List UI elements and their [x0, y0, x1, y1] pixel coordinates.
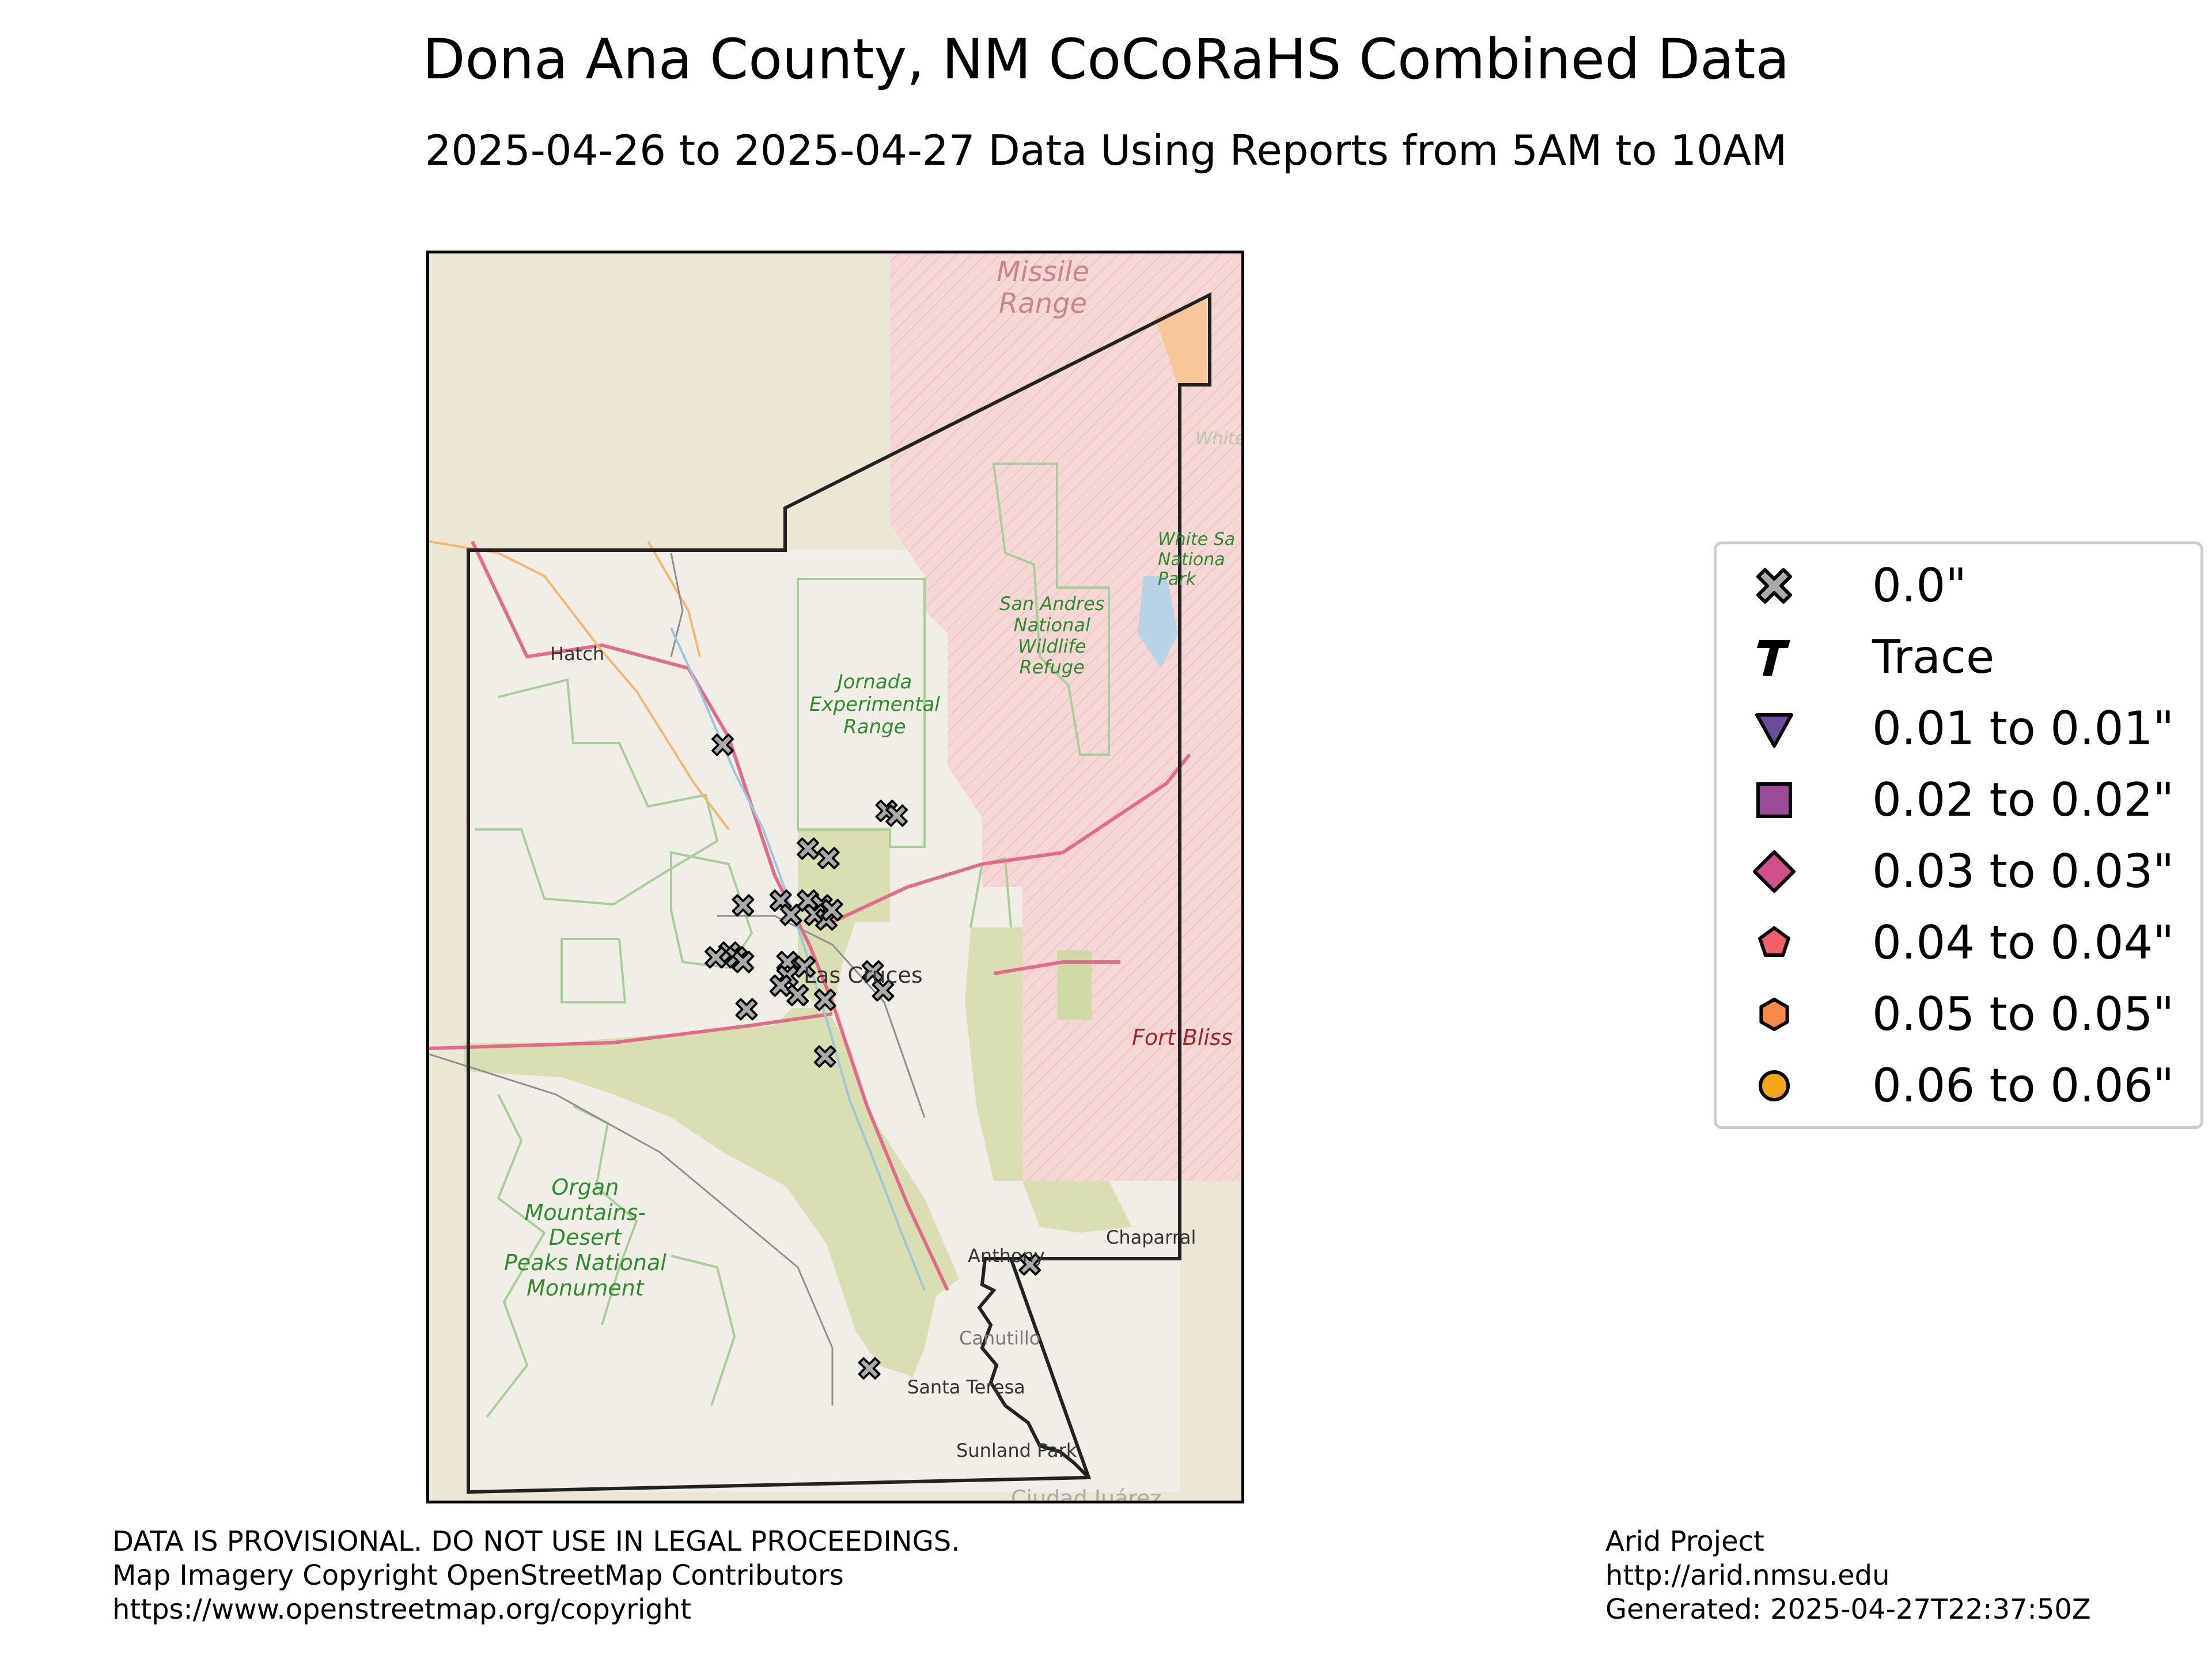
park-area-main: [464, 1008, 959, 1377]
station-marker: [786, 984, 809, 1006]
legend-item-3: 0.02 to 0.02": [1717, 766, 2200, 835]
label-chaparral: Chaparral: [1106, 1226, 1196, 1248]
x-marker-icon: [1756, 568, 1792, 604]
square-marker-icon: [1756, 782, 1792, 818]
station-marker: [861, 960, 884, 983]
park-area-east: [965, 927, 1022, 1181]
park-area-center: [798, 830, 890, 1014]
circle-marker-icon: [1759, 1070, 1790, 1101]
gray-roads: [429, 552, 926, 1406]
station-marker: [820, 899, 843, 922]
station-marker: [885, 804, 908, 827]
label-organ-mountains: Organ Mountains- Desert Peaks National M…: [504, 1175, 666, 1301]
legend-label-1: Trace: [1872, 630, 1995, 684]
secondary-roads: [429, 540, 730, 831]
label-canutillo: Canutillo: [959, 1327, 1041, 1349]
triangle-down-marker-icon: [1755, 713, 1793, 748]
station-marker: [732, 950, 755, 974]
label-white-top: White: [1195, 429, 1244, 449]
hexagon-marker-icon: [1759, 998, 1789, 1031]
legend-item-6: 0.05 to 0.05": [1717, 980, 2200, 1049]
footer-credits: Arid Project http://arid.nmsu.edu Genera…: [1605, 1525, 2091, 1626]
label-anthony: Anthony: [968, 1245, 1045, 1267]
label-hatch: Hatch: [550, 643, 605, 665]
label-las-cruces: Las Cruces: [804, 963, 923, 988]
legend-item-1: Trace: [1717, 623, 2200, 692]
station-marker: [813, 988, 836, 1012]
legend-label-4: 0.03 to 0.03": [1872, 844, 2175, 898]
station-marker: [872, 979, 895, 1002]
chart-subtitle: 2025-04-26 to 2025-04-27 Data Using Repo…: [425, 126, 1787, 175]
park-area-east2: [1057, 950, 1092, 1020]
legend-label-2: 0.01 to 0.01": [1872, 702, 2175, 755]
station-marker: [735, 998, 758, 1021]
label-san-andres: San Andres National Wildlife Refuge: [999, 593, 1105, 679]
footer-disclaimer: DATA IS PROVISIONAL. DO NOT USE IN LEGAL…: [112, 1525, 960, 1626]
label-missile-range: Missile Range: [997, 256, 1089, 320]
station-marker: [817, 847, 840, 870]
legend-label-5: 0.04 to 0.04": [1872, 916, 2175, 969]
station-marker: [858, 1357, 881, 1380]
label-fort-bliss: Fort Bliss: [1132, 1025, 1233, 1050]
t-marker-icon: [1757, 640, 1790, 676]
station-marker: [1018, 1253, 1041, 1276]
legend-item-2: 0.01 to 0.01": [1717, 694, 2200, 763]
legend: 0.0" Trace 0.01 to 0.01" 0.02 to 0.02" 0…: [1714, 541, 2203, 1129]
legend-label-6: 0.05 to 0.05": [1872, 987, 2175, 1041]
station-marker: [779, 903, 802, 926]
chart-title: Dona Ana County, NM CoCoRaHS Combined Da…: [422, 27, 1790, 92]
station-marker: [732, 894, 755, 917]
county-outline: [467, 292, 1211, 1494]
label-jornada: Jornada Experimental Range: [809, 671, 940, 739]
pentagon-marker-icon: [1758, 926, 1790, 957]
white-sands-water: [1138, 576, 1178, 668]
station-layer: [704, 733, 1041, 1380]
station-marker: [711, 733, 734, 756]
legend-label-3: 0.02 to 0.02": [1872, 773, 2175, 827]
legend-item-5: 0.04 to 0.04": [1717, 908, 2200, 978]
station-marker: [797, 837, 819, 860]
label-white-sands: White Sa Nationa Park: [1158, 529, 1236, 589]
orange-corner: [1155, 300, 1207, 386]
label-ciudad-juarez: Ciudad Juárez: [1011, 1486, 1162, 1503]
park-area-fort: [1022, 1181, 1132, 1233]
state-line: [977, 1257, 1090, 1479]
legend-label-0: 0.0": [1872, 559, 1967, 612]
legend-item-0: 0.0": [1717, 551, 2200, 620]
map-frame: Missile Range White Hatch Jornada Experi…: [426, 251, 1244, 1503]
diamond-marker-icon: [1753, 850, 1796, 893]
legend-item-7: 0.06 to 0.06": [1717, 1051, 2200, 1120]
station-marker: [813, 1045, 836, 1068]
legend-label-7: 0.06 to 0.06": [1872, 1059, 2175, 1112]
highways: [429, 540, 1191, 1291]
military-hatch: [890, 253, 1241, 1181]
label-sunland-park: Sunland Park: [956, 1440, 1077, 1461]
label-santa-teresa: Santa Teresa: [907, 1376, 1025, 1398]
legend-item-4: 0.03 to 0.03": [1717, 837, 2200, 906]
basemap: [429, 253, 1241, 1501]
